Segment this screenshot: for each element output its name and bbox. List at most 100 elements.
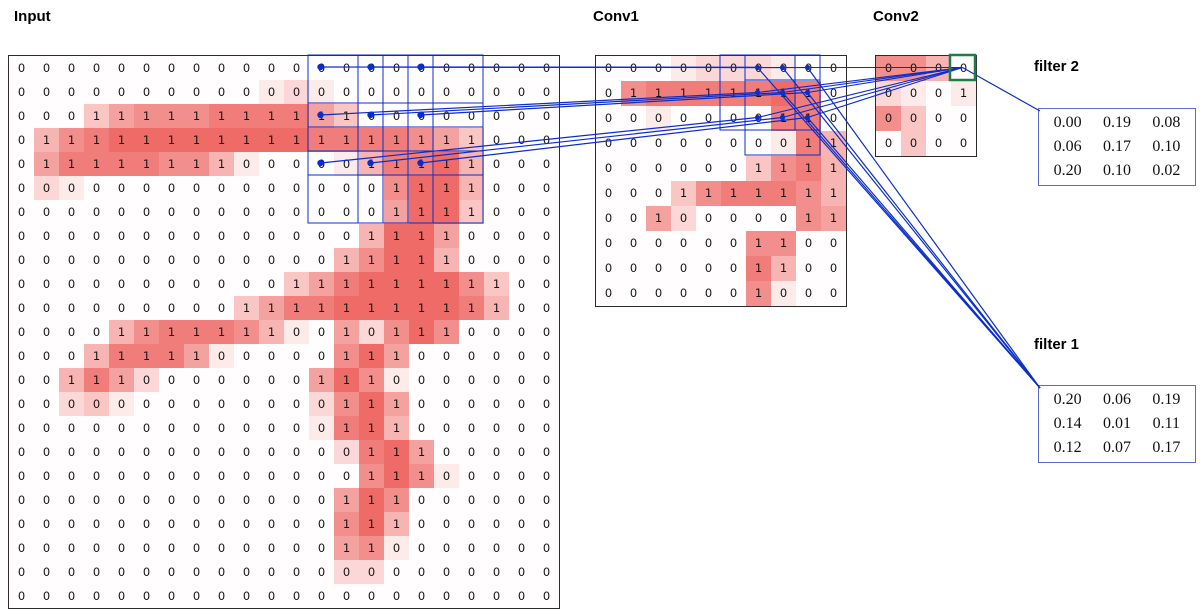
input-cell: 0 — [117, 517, 126, 531]
input-cell: 0 — [417, 565, 426, 579]
input-cell: 1 — [334, 512, 359, 536]
input-cell: 0 — [142, 229, 151, 243]
input-cell: 1 — [384, 392, 409, 416]
input-cell: 1 — [109, 344, 134, 368]
conv1-cell: 0 — [829, 236, 838, 250]
input-cell: 0 — [67, 253, 76, 267]
input-cell: 1 — [234, 128, 259, 152]
input-cell: 1 — [259, 320, 284, 344]
input-cell: 0 — [342, 85, 351, 99]
conv1-cell: 0 — [771, 131, 796, 156]
filter-value: 0.20 — [1053, 391, 1082, 408]
input-cell: 0 — [17, 397, 26, 411]
input-cell: 1 — [384, 248, 409, 272]
filter-value: 0.10 — [1102, 162, 1131, 179]
filter-value: 0.06 — [1102, 391, 1131, 408]
input-cell: 0 — [317, 325, 326, 339]
conv1-cell: 0 — [754, 211, 763, 225]
input-cell: 0 — [117, 301, 126, 315]
input-cell: 1 — [384, 464, 409, 488]
input-cell: 1 — [134, 320, 159, 344]
input-cell: 1 — [334, 128, 359, 152]
input-cell: 0 — [242, 517, 251, 531]
conv1-cell: 0 — [654, 186, 663, 200]
input-cell: 0 — [517, 493, 526, 507]
conv1-cell: 1 — [746, 281, 771, 306]
input-cell: 0 — [192, 253, 201, 267]
input-cell: 0 — [267, 421, 276, 435]
input-cell: 1 — [434, 296, 459, 320]
input-cell: 0 — [67, 421, 76, 435]
input-cell: 0 — [309, 392, 334, 416]
conv2-cell: 0 — [959, 61, 968, 75]
input-cell: 0 — [17, 325, 26, 339]
input-cell: 1 — [434, 248, 459, 272]
input-cell: 0 — [342, 181, 351, 195]
input-cell: 0 — [67, 277, 76, 291]
input-cell: 0 — [292, 469, 301, 483]
input-cell: 0 — [417, 397, 426, 411]
input-cell: 0 — [42, 85, 51, 99]
conv1-cell: 0 — [679, 136, 688, 150]
input-cell: 0 — [117, 181, 126, 195]
input-cell: 0 — [492, 85, 501, 99]
input-cell: 1 — [184, 128, 209, 152]
input-cell: 0 — [542, 397, 551, 411]
conv2-cell: 0 — [901, 106, 926, 131]
input-cell: 1 — [459, 128, 484, 152]
input-cell: 0 — [242, 373, 251, 387]
conv1-cell: 0 — [679, 261, 688, 275]
input-cell: 1 — [409, 320, 434, 344]
input-cell: 0 — [442, 421, 451, 435]
input-cell: 1 — [109, 368, 134, 392]
conv1-cell: 0 — [629, 186, 638, 200]
input-cell: 1 — [159, 320, 184, 344]
conv1-cell: 0 — [829, 86, 838, 100]
input-cell: 0 — [317, 349, 326, 363]
conv1-cell: 1 — [821, 131, 846, 156]
input-cell: 0 — [517, 517, 526, 531]
input-cell: 0 — [217, 469, 226, 483]
input-cell: 0 — [384, 536, 409, 560]
input-cell: 1 — [459, 200, 484, 224]
input-cell: 0 — [42, 421, 51, 435]
conv1-cell: 1 — [796, 181, 821, 206]
conv1-cell: 1 — [746, 81, 771, 106]
input-cell: 0 — [17, 517, 26, 531]
input-cell: 0 — [292, 421, 301, 435]
input-cell: 0 — [67, 301, 76, 315]
conv1-cell: 0 — [629, 161, 638, 175]
input-cell: 1 — [459, 152, 484, 176]
input-cell: 0 — [467, 469, 476, 483]
input-cell: 0 — [142, 421, 151, 435]
input-cell: 0 — [142, 277, 151, 291]
input-cell: 1 — [384, 344, 409, 368]
input-cell: 0 — [542, 421, 551, 435]
input-cell: 0 — [192, 541, 201, 555]
input-cell: 0 — [492, 397, 501, 411]
input-cell: 0 — [292, 373, 301, 387]
input-cell: 0 — [242, 181, 251, 195]
input-cell: 0 — [192, 301, 201, 315]
conv1-cell: 0 — [604, 161, 613, 175]
input-cell: 0 — [342, 469, 351, 483]
input-cell: 1 — [259, 104, 284, 128]
input-cell: 0 — [517, 373, 526, 387]
input-cell: 0 — [142, 565, 151, 579]
input-cell: 0 — [17, 205, 26, 219]
input-cell: 0 — [292, 565, 301, 579]
conv1-cell: 1 — [796, 156, 821, 181]
input-cell: 1 — [109, 104, 134, 128]
input-cell: 0 — [542, 325, 551, 339]
input-cell: 0 — [492, 205, 501, 219]
conv1-cell: 1 — [771, 231, 796, 256]
input-cell: 0 — [342, 61, 351, 75]
input-cell: 0 — [417, 517, 426, 531]
input-cell: 1 — [384, 200, 409, 224]
conv1-cell: 1 — [746, 256, 771, 281]
input-cell: 0 — [542, 469, 551, 483]
input-cell: 0 — [467, 229, 476, 243]
input-cell: 1 — [59, 128, 84, 152]
